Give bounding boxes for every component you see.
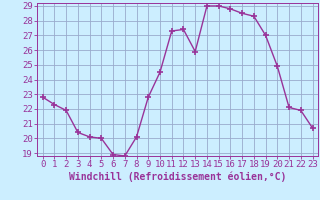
X-axis label: Windchill (Refroidissement éolien,°C): Windchill (Refroidissement éolien,°C) — [69, 172, 286, 182]
